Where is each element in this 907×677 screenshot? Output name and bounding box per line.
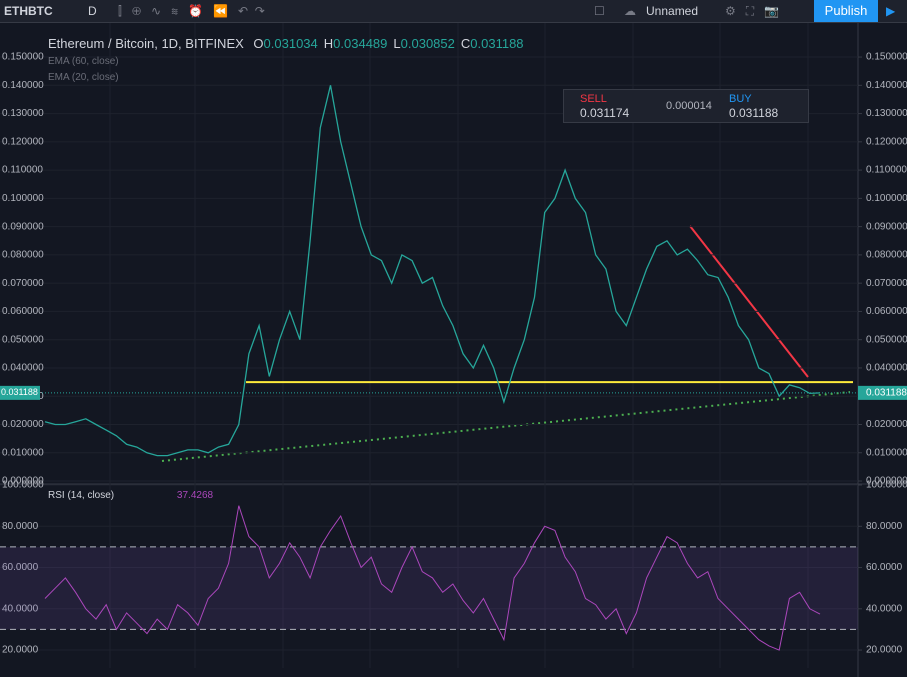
y-tick-label: 0.080000	[866, 250, 907, 261]
ohlc: O0.031034 H0.034489 L0.030852 C0.031188	[247, 36, 523, 51]
last-price-label: 0.031188	[866, 388, 907, 399]
last-price-label-left: 0.031188	[1, 387, 38, 397]
y-tick-label-left: 20.0000	[2, 645, 39, 656]
y-tick-label: 100.0000	[866, 480, 907, 491]
y-tick-label: 0.040000	[866, 363, 907, 374]
spread: 0.000014	[666, 100, 712, 112]
y-tick-label-left: 0.090000	[2, 221, 44, 232]
y-tick-label-left: 0.050000	[2, 334, 44, 345]
y-tick-label: 20.0000	[866, 645, 903, 656]
y-tick-label: 0.100000	[866, 193, 907, 204]
y-tick-label: 0.000000	[866, 476, 907, 487]
y-tick-label-left: 0.000000	[2, 476, 44, 487]
vertical-grid	[109, 23, 809, 668]
indicator[interactable]: EMA (60, close)	[48, 56, 119, 67]
ohlc-value: 0.034489	[333, 36, 388, 51]
y-tick-label-left: 0.150000	[2, 52, 44, 63]
ohlc-label: H	[323, 36, 334, 51]
last-price-tag	[858, 385, 907, 400]
y-tick-label-left: 0.110000	[2, 165, 43, 176]
indicator[interactable]: EMA (20, close)	[48, 72, 119, 83]
ohlc-label: O	[253, 36, 264, 51]
trade-panel: SELL 0.031174 0.000014 BUY 0.031188	[563, 89, 809, 123]
y-tick-label: 0.060000	[866, 306, 907, 317]
y-tick-label-left: 0.040000	[2, 363, 44, 374]
ohlc-value: 0.031188	[470, 36, 524, 51]
publish-button[interactable]: Publish	[814, 0, 878, 22]
buy-price[interactable]: 0.031188	[729, 106, 779, 120]
symbol[interactable]: ETHBTC	[4, 4, 53, 18]
y-tick-label: 0.020000	[866, 419, 907, 430]
toolbar-icons[interactable]: ⫿ ⊕ ∿ ≋ ⏰ ⏪ ↶ ↷	[118, 4, 265, 18]
legend: Ethereum / Bitcoin, 1D, BITFINEX O0.0310…	[48, 36, 524, 51]
y-tick-label: 0.140000	[866, 80, 907, 91]
y-tick-label-left: 0.060000	[2, 306, 44, 317]
y-tick-label-left: 0.130000	[2, 108, 44, 119]
y-tick-label: 0.150000	[866, 52, 907, 63]
y-tick-label: 60.0000	[866, 562, 903, 573]
y-tick-label: 0.050000	[866, 334, 907, 345]
y-tick-label: 0.130000	[866, 108, 907, 119]
y-tick-label: 0.070000	[866, 278, 907, 289]
y-tick-label-left: 0.080000	[2, 250, 44, 261]
play-button[interactable]: ▶	[886, 4, 896, 18]
last-price-tag-left	[0, 385, 40, 400]
trendline-resistance	[689, 225, 809, 378]
y-tick-label-left: 0.100000	[2, 193, 44, 204]
series-line	[44, 85, 821, 457]
y-tick-label-left: 0.120000	[2, 136, 44, 147]
y-tick-label-left: 0.020000	[2, 419, 44, 430]
ohlc-value: 0.030852	[400, 36, 455, 51]
y-tick-label-left: 0.070000	[2, 278, 44, 289]
settings-icons[interactable]: ⚙ ⛶ 📷	[725, 4, 780, 18]
sell-label[interactable]: SELL	[580, 93, 607, 105]
ohlc-label: L	[393, 36, 401, 51]
y-tick-label-left: 100.0000	[2, 480, 44, 491]
y-tick-label-left: 80.0000	[2, 521, 39, 532]
y-tick-label: 0.090000	[866, 221, 907, 232]
y-tick-label: 0.110000	[866, 165, 907, 176]
y-tick-label-left: 60.0000	[2, 562, 39, 573]
rsi-legend: RSI (14, close) 37.4268	[48, 490, 213, 501]
buy-label[interactable]: BUY	[729, 93, 752, 105]
rsi-title: RSI (14, close)	[48, 490, 115, 501]
sell-price[interactable]: 0.031174	[580, 106, 630, 120]
ohlc-label: C	[460, 36, 471, 51]
layout-name[interactable]: Unnamed	[646, 4, 699, 18]
interval[interactable]: D	[88, 4, 97, 18]
y-tick-label: 40.0000	[866, 603, 903, 614]
y-tick-label-left: 40.0000	[2, 603, 39, 614]
series-line	[44, 505, 821, 651]
rsi-band	[0, 546, 858, 630]
cloud-icon[interactable]: ☁	[624, 4, 636, 18]
y-tick-label: 0.010000	[866, 447, 907, 458]
trendline-support	[161, 391, 851, 462]
checkbox[interactable]: ☐	[594, 4, 605, 18]
legend-title: Ethereum / Bitcoin, 1D, BITFINEX	[48, 36, 244, 51]
y-tick-label: 0.120000	[866, 136, 907, 147]
toolbar: ETHBTC D ⫿ ⊕ ∿ ≋ ⏰ ⏪ ↶ ↷ ☐ ☁ Unnamed ⚙ ⛶…	[0, 0, 907, 23]
ohlc-value: 0.031034	[263, 36, 318, 51]
y-tick-label-left: 0.140000	[2, 80, 44, 91]
y-tick-label-left: 0.010000	[2, 447, 44, 458]
y-tick-label: 80.0000	[866, 521, 903, 532]
rsi-value: 37.4268	[176, 490, 214, 501]
